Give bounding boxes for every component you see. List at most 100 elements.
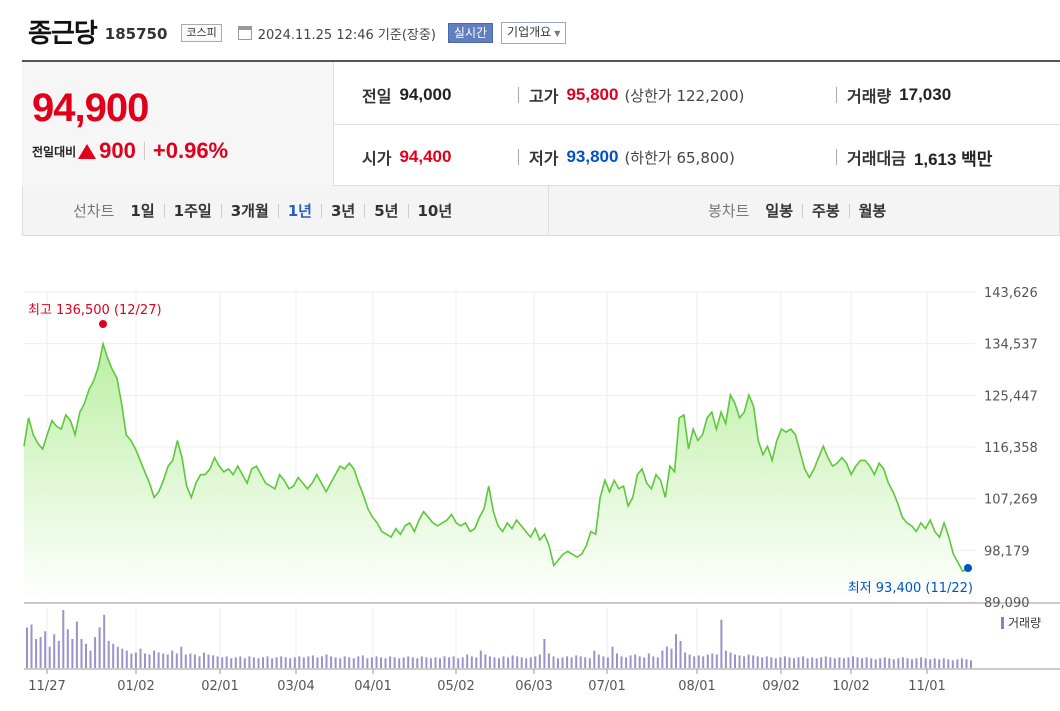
volume-bar <box>688 654 691 668</box>
stock-code: 185750 <box>104 25 168 43</box>
volume-bar <box>30 624 33 668</box>
period-5[interactable]: 5년 <box>374 202 399 220</box>
volume-bar <box>107 640 110 668</box>
volume-bar <box>443 656 446 668</box>
volume-bar <box>665 646 668 668</box>
candle-period-2[interactable]: 월봉 <box>858 202 887 220</box>
divider <box>277 203 279 218</box>
volume-bar <box>75 621 78 668</box>
volume-bar <box>271 658 274 668</box>
volume-bar <box>134 652 137 668</box>
max-annotation: 최고 136,500 (12/27) <box>28 303 162 318</box>
period-bar: 선차트 1일 1주일 3개월 1년 3년 5년 10년 봉차트 일봉 주봉 월봉 <box>22 186 1060 236</box>
volume-bar <box>361 655 364 668</box>
volume-bar <box>892 659 895 668</box>
volume-bar <box>675 634 677 668</box>
volume-bar <box>289 658 292 668</box>
volume-bar <box>398 658 401 668</box>
high-label: 고가 <box>529 87 559 106</box>
volume-bar <box>938 659 941 668</box>
volume-bar <box>275 657 278 668</box>
candle-chart-periods: 봉차트 일봉 주봉 월봉 <box>550 186 1059 235</box>
y-tick-label: 134,537 <box>984 338 1038 353</box>
volume-bar <box>493 657 496 668</box>
volume-bar <box>711 653 714 668</box>
volume-bar <box>679 640 682 668</box>
volume-bar <box>330 656 333 668</box>
x-axis-ticks: 11/27 01/02 02/01 03/04 04/01 05/02 06/03 07/01… <box>28 669 946 694</box>
price-chart: 143,626 134,537 125,447 116,358 107,269 98,17… <box>0 236 1060 711</box>
x-tick-label: 01/02 <box>117 679 154 694</box>
volume-bar <box>597 654 600 668</box>
volume-bar <box>924 658 927 668</box>
volume-bar <box>888 658 891 668</box>
annotations: 최고 136,500 (12/27) 최저 93,400 (11/22) <box>28 303 973 596</box>
volume-bar <box>720 619 723 668</box>
volume-bar <box>175 653 178 668</box>
x-tick-label: 05/02 <box>437 679 474 694</box>
volume-bar <box>870 658 873 668</box>
volume-bar <box>470 656 473 668</box>
volume-bar <box>534 656 537 668</box>
volume-bar <box>416 658 419 668</box>
volume-bar <box>484 654 487 668</box>
volume-bar <box>130 653 133 668</box>
volume-bar <box>538 654 541 668</box>
volume-bar <box>951 660 954 668</box>
lower-limit: (하한가 65,800) <box>624 148 735 167</box>
volume-bar <box>452 656 455 668</box>
low-value: 93,800 <box>566 147 619 166</box>
volume-bar <box>439 658 441 668</box>
period-2[interactable]: 3개월 <box>230 202 269 220</box>
volume-bar <box>171 650 174 668</box>
period-1[interactable]: 1주일 <box>173 202 212 220</box>
candle-period-1[interactable]: 주봉 <box>812 202 840 220</box>
x-tick-label: 10/02 <box>832 679 869 694</box>
candle-period-0[interactable]: 일봉 <box>765 202 794 220</box>
x-tick-label: 04/01 <box>354 679 391 694</box>
volume-bar <box>80 639 83 668</box>
volume-bar <box>906 658 909 668</box>
volume-bar <box>380 657 382 668</box>
period-6[interactable]: 10년 <box>417 202 453 220</box>
volume-bar <box>724 650 727 668</box>
volume-bar <box>148 654 151 668</box>
volume-bar <box>502 656 505 668</box>
volume-bar <box>815 658 818 668</box>
volume-bar <box>103 614 106 668</box>
volume-legend: 거래량 <box>1001 614 1041 631</box>
open-cell: 시가 94,400 <box>362 146 451 168</box>
volume-bar <box>266 656 269 668</box>
period-0[interactable]: 1일 <box>130 202 155 220</box>
low-cell: 저가 93,800 (하한가 65,800) <box>518 146 735 168</box>
company-overview-button[interactable]: 기업개요 ▼ <box>501 22 567 44</box>
volume-bar <box>702 656 705 668</box>
x-tick-label: 11/27 <box>28 679 65 694</box>
y-tick-label: 125,447 <box>984 389 1038 404</box>
volume-bar <box>616 653 618 668</box>
volume-bar <box>307 656 310 668</box>
volume-bar <box>44 631 47 668</box>
x-tick-label: 02/01 <box>201 679 238 694</box>
volume-bar <box>144 653 146 668</box>
period-4[interactable]: 3년 <box>331 202 356 220</box>
volume-bar <box>756 656 759 668</box>
volume-bar <box>62 610 65 668</box>
divider <box>321 203 322 218</box>
volume-bar <box>516 656 519 668</box>
volume-bar <box>788 657 791 668</box>
divider <box>364 203 366 218</box>
volume-bar <box>575 655 578 668</box>
prev-close-cell: 전일 94,000 <box>362 84 451 106</box>
volume-bar <box>203 652 205 668</box>
realtime-button[interactable]: 실시간 <box>447 23 494 43</box>
volume-bar <box>770 657 773 668</box>
period-3[interactable]: 1년 <box>287 202 312 220</box>
volume-bar <box>647 653 650 668</box>
volume-bar <box>212 655 215 668</box>
prev-close-label: 전일 <box>362 87 392 106</box>
volume-bar <box>965 659 968 668</box>
volume-bar <box>339 658 342 668</box>
volume-bar <box>584 657 587 668</box>
volume-bar <box>370 657 373 668</box>
